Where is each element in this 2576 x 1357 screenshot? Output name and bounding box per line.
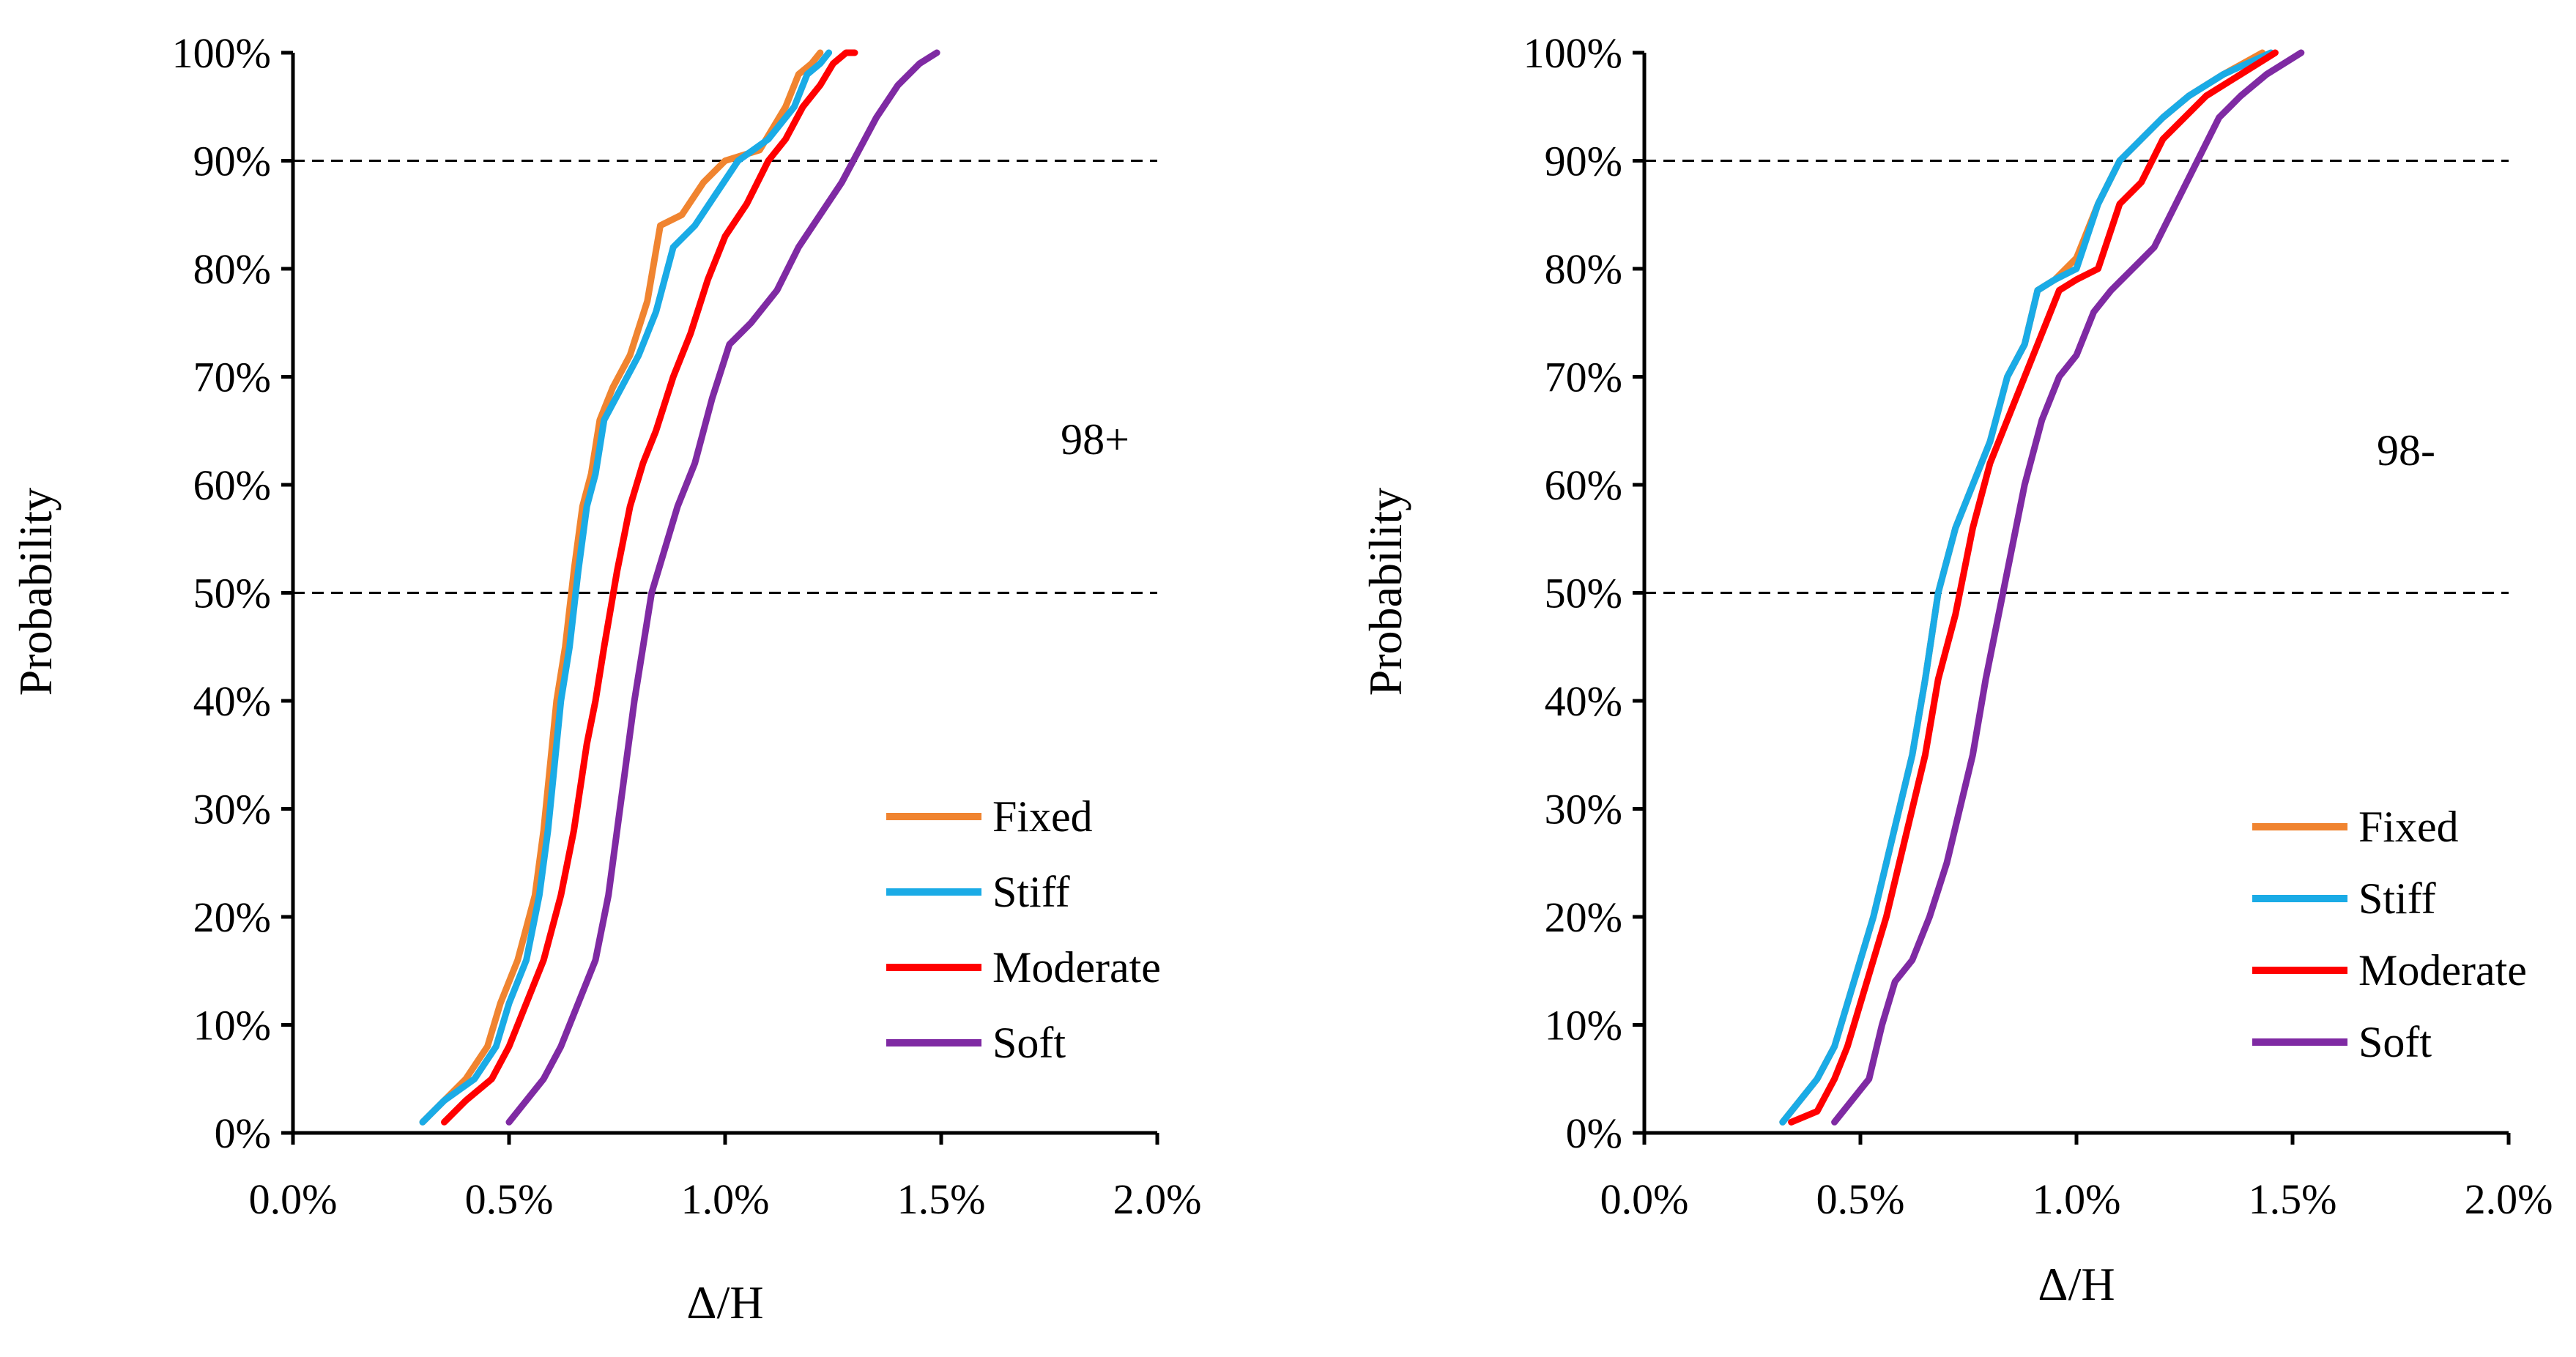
chart-98-minus: 0% 10% 20% 30% 40% 50% 60% 70% 80% 90% 100% 0.0% 0.5… <box>1359 29 2553 1310</box>
x-tick-label: 0.5% <box>465 1175 554 1223</box>
series-line-moderate <box>441 49 858 1126</box>
series-line-stiff <box>1779 49 2274 1126</box>
x-tick-label: 2.0% <box>2465 1175 2553 1223</box>
y-tick-label: 70% <box>1545 354 1622 401</box>
x-axis-title: Δ/H <box>2038 1258 2115 1310</box>
x-tick-label: 2.0% <box>1113 1175 1202 1223</box>
y-tick-label: 60% <box>1545 461 1622 509</box>
y-axis-title: Probability <box>1359 488 1411 696</box>
y-tick-label: 20% <box>1545 893 1622 941</box>
series-line-stiff <box>419 49 833 1126</box>
y-tick-label: 50% <box>1545 570 1622 617</box>
y-tick-label: 10% <box>1545 1002 1622 1049</box>
x-tick-label: 0.5% <box>1816 1175 1905 1223</box>
y-tick-label: 40% <box>193 677 271 725</box>
series-line-fixed <box>419 49 824 1126</box>
x-tick-label: 1.0% <box>2033 1175 2121 1223</box>
x-tick-label: 0.0% <box>249 1175 338 1223</box>
legend-label-fixed: Fixed <box>992 792 1093 841</box>
legend-label-stiff: Stiff <box>2358 874 2436 923</box>
chart-98-plus: 0% 10% 20% 30% 40% 50% 60% 70% 80% 90% 100% 0.0% 0.5… <box>10 29 1201 1328</box>
series-line-moderate <box>1788 49 2279 1126</box>
x-tick-label: 1.5% <box>2249 1175 2337 1223</box>
legend: Fixed Stiff Moderate Soft <box>2252 803 2527 1066</box>
y-tick-label: 20% <box>193 893 271 941</box>
x-axis-title: Δ/H <box>686 1276 763 1328</box>
y-tick-label: 50% <box>193 570 271 617</box>
y-tick-label: 60% <box>193 461 271 509</box>
legend-label-soft: Soft <box>2358 1018 2432 1066</box>
legend-label-moderate: Moderate <box>2358 946 2527 994</box>
chart-annotation: 98- <box>2377 426 2435 475</box>
y-tick-label: 100% <box>1523 29 1622 77</box>
y-tick-label: 80% <box>193 245 271 293</box>
legend-label-moderate: Moderate <box>992 943 1161 992</box>
y-tick-label: 70% <box>193 354 271 401</box>
series-line-soft <box>1831 49 2305 1126</box>
y-tick-label: 40% <box>1545 677 1622 725</box>
y-tick-label: 90% <box>1545 138 1622 185</box>
y-tick-label: 0% <box>215 1109 271 1157</box>
x-tick-label: 0.0% <box>1600 1175 1689 1223</box>
legend-label-fixed: Fixed <box>2358 803 2459 851</box>
chart-annotation: 98+ <box>1061 415 1129 464</box>
y-tick-label: 10% <box>193 1002 271 1049</box>
y-tick-label: 30% <box>1545 786 1622 833</box>
legend-label-stiff: Stiff <box>992 868 1070 916</box>
y-tick-label: 30% <box>193 786 271 833</box>
y-tick-label: 90% <box>193 138 271 185</box>
legend-label-soft: Soft <box>992 1019 1066 1067</box>
series-line-soft <box>505 49 940 1126</box>
y-tick-label: 0% <box>1566 1109 1622 1157</box>
legend: Fixed Stiff Moderate Soft <box>886 792 1161 1067</box>
series-line-fixed <box>1779 49 2266 1126</box>
x-tick-label: 1.0% <box>681 1175 770 1223</box>
y-tick-label: 100% <box>172 29 271 77</box>
y-tick-label: 80% <box>1545 245 1622 293</box>
x-tick-label: 1.5% <box>897 1175 986 1223</box>
y-axis-title: Probability <box>10 488 62 696</box>
